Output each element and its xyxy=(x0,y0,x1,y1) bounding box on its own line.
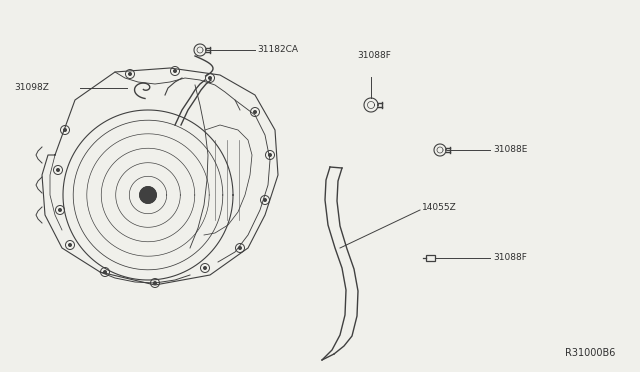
Circle shape xyxy=(208,76,212,80)
Text: 14055Z: 14055Z xyxy=(422,203,457,212)
Text: 31182CA: 31182CA xyxy=(257,45,298,55)
Text: 31088F: 31088F xyxy=(493,253,527,263)
Circle shape xyxy=(238,246,242,250)
Circle shape xyxy=(253,110,257,114)
Circle shape xyxy=(140,187,156,203)
Bar xyxy=(426,255,435,261)
Circle shape xyxy=(56,168,60,172)
Text: 31098Z: 31098Z xyxy=(14,83,49,93)
Text: 31088F: 31088F xyxy=(357,51,391,60)
Circle shape xyxy=(58,208,62,212)
Circle shape xyxy=(128,72,132,76)
Text: 31088E: 31088E xyxy=(493,145,527,154)
Circle shape xyxy=(263,198,267,202)
Circle shape xyxy=(268,153,272,157)
Circle shape xyxy=(173,69,177,73)
Circle shape xyxy=(68,243,72,247)
Circle shape xyxy=(103,270,107,274)
Text: R31000B6: R31000B6 xyxy=(564,348,615,358)
Circle shape xyxy=(63,128,67,132)
Circle shape xyxy=(203,266,207,270)
Circle shape xyxy=(153,281,157,285)
